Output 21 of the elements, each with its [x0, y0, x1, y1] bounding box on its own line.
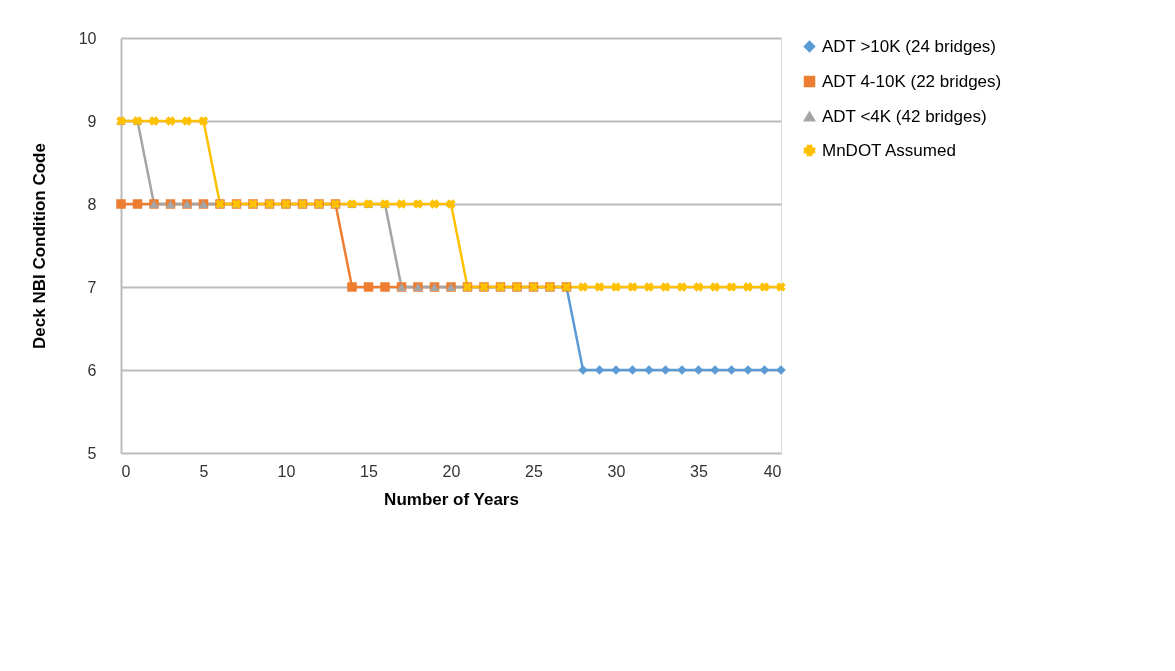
- x-tick-label: 0: [121, 462, 131, 480]
- y-tick-label: 8: [87, 195, 97, 213]
- x-tick-label: 5: [199, 462, 209, 480]
- legend-label: ADT 4-10K (22 bridges): [822, 71, 1002, 91]
- y-tick-label: 6: [87, 361, 97, 379]
- x-tick-label: 30: [607, 462, 626, 480]
- y-tick-label: 5: [87, 444, 97, 462]
- x-tick-label: 25: [525, 462, 543, 480]
- legend-label: ADT >10K (24 bridges): [822, 36, 997, 56]
- legend-label: MnDOT Assumed: [822, 140, 956, 160]
- x-tick-label: 10: [277, 462, 296, 480]
- y-tick-label: 10: [78, 29, 97, 47]
- y-tick-label: 7: [87, 278, 97, 296]
- y-axis-title: Deck NBI Condition Code: [29, 143, 49, 349]
- x-tick-label: 15: [360, 462, 378, 480]
- x-tick-label: 40: [763, 462, 782, 480]
- x-tick-label: 35: [690, 462, 708, 480]
- legend-label: ADT <4K (42 bridges): [822, 106, 987, 126]
- y-tick-label: 9: [87, 112, 97, 130]
- x-axis-title: Number of Years: [384, 489, 519, 509]
- x-tick-label: 20: [442, 462, 461, 480]
